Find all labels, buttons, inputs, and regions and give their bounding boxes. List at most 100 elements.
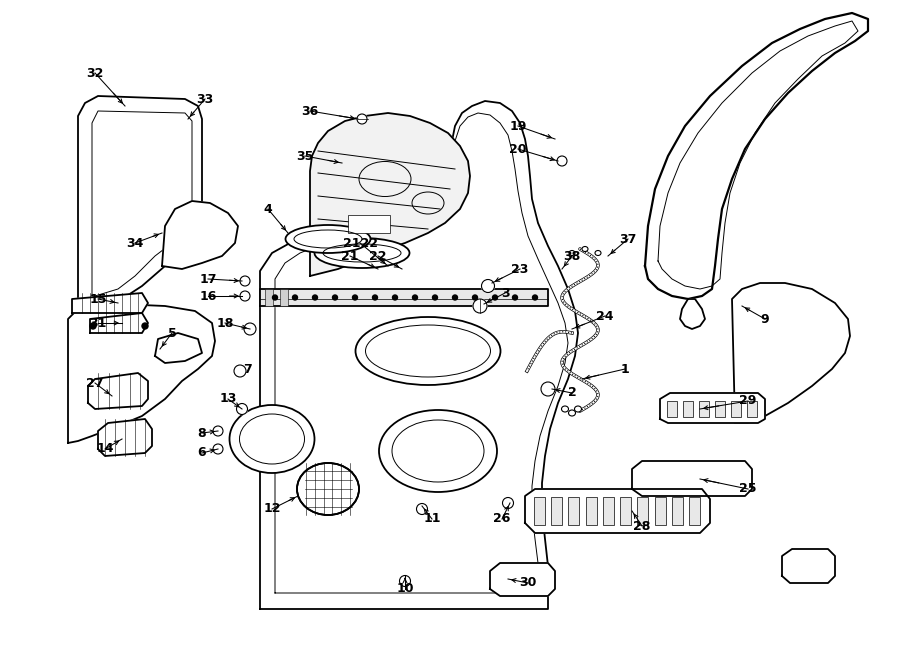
Text: 3: 3 xyxy=(500,286,509,299)
Text: 29: 29 xyxy=(739,395,757,407)
Bar xyxy=(603,497,614,525)
Text: 23: 23 xyxy=(511,262,528,276)
Ellipse shape xyxy=(569,410,575,416)
Circle shape xyxy=(234,365,246,377)
Polygon shape xyxy=(260,289,548,306)
Polygon shape xyxy=(490,563,555,596)
Text: 22: 22 xyxy=(369,249,387,262)
Bar xyxy=(551,497,562,525)
Bar xyxy=(699,401,709,417)
Text: 4: 4 xyxy=(264,202,273,215)
Text: 19: 19 xyxy=(509,120,526,132)
Circle shape xyxy=(240,291,250,301)
Ellipse shape xyxy=(582,247,588,251)
Text: 24: 24 xyxy=(596,309,614,323)
Circle shape xyxy=(512,295,517,300)
Text: 5: 5 xyxy=(167,327,176,340)
Polygon shape xyxy=(680,299,705,329)
Ellipse shape xyxy=(297,463,359,515)
Circle shape xyxy=(273,295,277,300)
Polygon shape xyxy=(90,313,148,333)
Circle shape xyxy=(292,295,298,300)
Text: 8: 8 xyxy=(198,426,206,440)
Polygon shape xyxy=(310,113,470,276)
Bar xyxy=(569,497,580,525)
Bar xyxy=(683,401,693,417)
Polygon shape xyxy=(260,101,578,609)
Text: 34: 34 xyxy=(126,237,144,249)
Ellipse shape xyxy=(285,225,371,253)
Text: 10: 10 xyxy=(396,582,414,596)
Circle shape xyxy=(353,295,357,300)
Bar xyxy=(747,401,757,417)
Circle shape xyxy=(412,295,418,300)
Text: 9: 9 xyxy=(760,313,770,325)
Bar xyxy=(265,289,273,306)
Circle shape xyxy=(492,295,498,300)
Text: 11: 11 xyxy=(423,512,441,525)
Circle shape xyxy=(453,295,457,300)
Text: 38: 38 xyxy=(563,249,580,262)
Text: 33: 33 xyxy=(196,93,213,106)
Circle shape xyxy=(213,444,223,454)
Bar xyxy=(671,497,683,525)
Polygon shape xyxy=(732,283,850,423)
Circle shape xyxy=(312,295,318,300)
Text: 32: 32 xyxy=(86,67,104,79)
Polygon shape xyxy=(162,201,238,269)
Circle shape xyxy=(482,280,494,293)
Circle shape xyxy=(237,403,248,414)
Text: 14: 14 xyxy=(96,442,113,455)
Text: 12: 12 xyxy=(263,502,281,516)
Text: 35: 35 xyxy=(296,149,314,163)
Circle shape xyxy=(142,323,148,329)
Text: 2: 2 xyxy=(568,387,576,399)
Circle shape xyxy=(472,295,478,300)
Polygon shape xyxy=(68,303,215,443)
Polygon shape xyxy=(645,13,868,299)
Bar xyxy=(667,401,677,417)
Bar xyxy=(280,289,288,306)
Ellipse shape xyxy=(230,405,314,473)
Text: 25: 25 xyxy=(739,483,757,496)
Polygon shape xyxy=(88,373,148,409)
Circle shape xyxy=(433,295,437,300)
Ellipse shape xyxy=(356,317,500,385)
Text: 1: 1 xyxy=(621,362,629,375)
Ellipse shape xyxy=(569,251,575,256)
Circle shape xyxy=(392,295,398,300)
Circle shape xyxy=(332,295,338,300)
Text: 37: 37 xyxy=(619,233,636,245)
Text: 28: 28 xyxy=(634,520,651,533)
Text: 6: 6 xyxy=(198,446,206,459)
Circle shape xyxy=(533,295,537,300)
Ellipse shape xyxy=(574,406,581,412)
Circle shape xyxy=(213,426,223,436)
Circle shape xyxy=(541,382,555,396)
Bar xyxy=(654,497,666,525)
Ellipse shape xyxy=(562,406,569,412)
Circle shape xyxy=(244,323,256,335)
Bar xyxy=(715,401,725,417)
Bar xyxy=(348,215,390,233)
Polygon shape xyxy=(660,393,765,423)
Polygon shape xyxy=(782,549,835,583)
Bar xyxy=(689,497,700,525)
Polygon shape xyxy=(98,419,152,456)
Polygon shape xyxy=(72,293,148,313)
Circle shape xyxy=(240,276,250,286)
Text: 7: 7 xyxy=(244,362,252,375)
Text: 30: 30 xyxy=(519,576,536,590)
Circle shape xyxy=(400,576,410,586)
Text: 20: 20 xyxy=(509,143,526,155)
Circle shape xyxy=(473,299,487,313)
Text: 36: 36 xyxy=(302,104,319,118)
Bar xyxy=(637,497,648,525)
Text: 31: 31 xyxy=(89,317,107,329)
Bar xyxy=(586,497,597,525)
Text: 17: 17 xyxy=(199,272,217,286)
Circle shape xyxy=(357,114,367,124)
Text: 13: 13 xyxy=(220,393,237,405)
Text: 21: 21 xyxy=(341,249,359,262)
Polygon shape xyxy=(632,461,752,496)
